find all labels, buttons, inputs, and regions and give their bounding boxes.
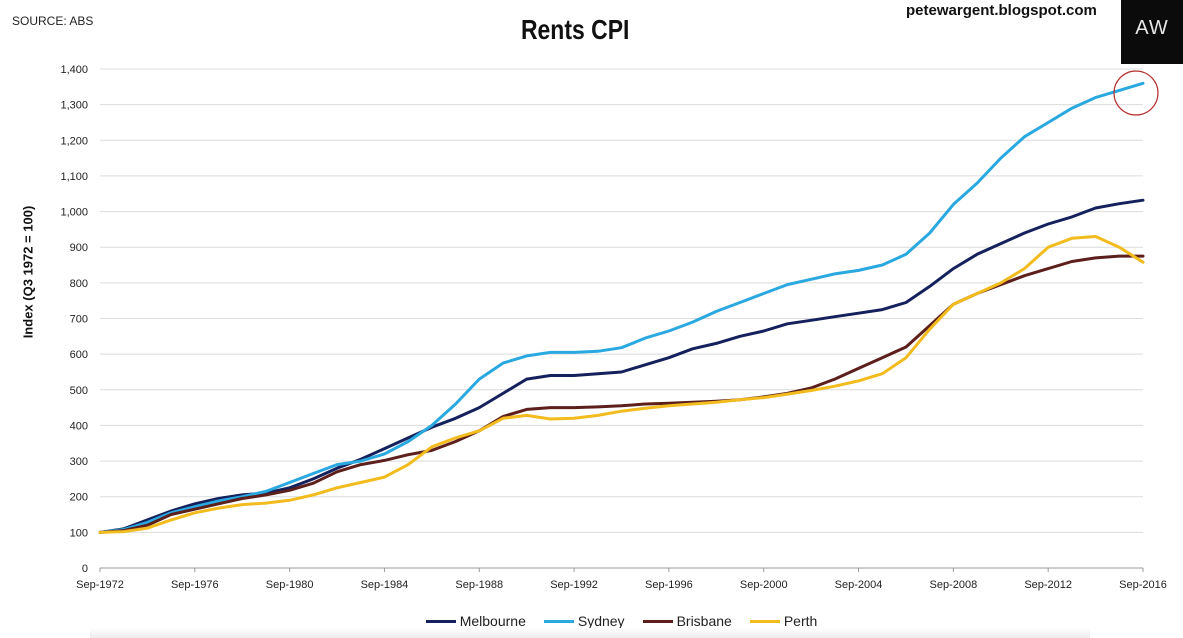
legend: Melbourne Sydney Brisbane Perth xyxy=(0,613,1183,629)
legend-swatch xyxy=(749,619,780,623)
bottom-shadow xyxy=(90,628,1090,638)
x-tick-label: Sep-2004 xyxy=(835,579,883,591)
x-tick-label: Sep-1988 xyxy=(455,579,503,591)
series-line-perth xyxy=(98,235,1145,534)
gridlines xyxy=(100,68,1143,569)
y-tick-label: 0 xyxy=(82,563,88,575)
y-tick-label: 600 xyxy=(70,349,88,361)
x-tick-label: Sep-2008 xyxy=(930,579,978,591)
blog-url: petewargent.blogspot.com xyxy=(906,2,1097,19)
legend-label: Melbourne xyxy=(459,613,526,629)
y-tick-label: 100 xyxy=(70,527,88,539)
series-line-melbourne xyxy=(98,198,1145,534)
legend-item-sydney: Sydney xyxy=(543,613,625,629)
y-tick-label: 1,400 xyxy=(60,64,88,76)
y-axis-label: Index (Q3 1972 = 100) xyxy=(20,205,36,339)
series-line-brisbane xyxy=(98,254,1145,534)
y-tick-label: 700 xyxy=(70,314,88,326)
x-tick-label: Sep-2016 xyxy=(1119,579,1167,591)
x-tick-label: Sep-1980 xyxy=(266,579,314,591)
legend-swatch xyxy=(642,619,673,623)
legend-label: Brisbane xyxy=(676,613,732,629)
legend-item-melbourne: Melbourne xyxy=(425,613,526,629)
source-note: SOURCE: ABS xyxy=(12,14,94,28)
y-tick-label: 800 xyxy=(70,278,88,290)
y-tick-label: 1,300 xyxy=(60,100,88,112)
legend-swatch xyxy=(425,619,456,623)
legend-swatch xyxy=(543,619,574,623)
x-tick-label: Sep-2000 xyxy=(740,579,788,591)
x-tick-label: Sep-2012 xyxy=(1024,579,1072,591)
legend-label: Sydney xyxy=(577,613,625,629)
x-tick-label: Sep-1996 xyxy=(645,579,693,591)
x-tick-label: Sep-1972 xyxy=(76,579,124,591)
x-tick-labels: Sep-1972 Sep-1976 Sep-1980 Sep-1984 Sep-1988… xyxy=(76,568,1167,591)
series-lines xyxy=(98,81,1145,534)
legend-item-perth: Perth xyxy=(749,613,818,629)
x-tick-label: Sep-1976 xyxy=(171,579,219,591)
y-tick-label: 900 xyxy=(70,242,88,254)
x-tick-label: Sep-1984 xyxy=(361,579,409,591)
legend-item-brisbane: Brisbane xyxy=(642,613,732,629)
x-tick-label: Sep-1992 xyxy=(550,579,598,591)
aw-logo-text: AW xyxy=(1135,17,1169,39)
legend-label: Perth xyxy=(783,613,818,629)
series-line-sydney xyxy=(98,81,1145,534)
highlight-circle xyxy=(1113,70,1159,116)
y-tick-label: 400 xyxy=(70,420,88,432)
y-tick-label: 1,000 xyxy=(60,207,88,219)
y-tick-label: 300 xyxy=(70,456,88,468)
y-tick-labels: 0 100 200 300 400 500 600 700 800 900 1,000 1,100 1,… xyxy=(60,64,88,575)
y-tick-label: 1,100 xyxy=(60,171,88,183)
chart-title: Rents CPI xyxy=(520,14,630,45)
y-tick-label: 500 xyxy=(70,385,88,397)
y-tick-label: 200 xyxy=(70,492,88,504)
aw-logo: AW xyxy=(1121,0,1183,64)
y-tick-label: 1,200 xyxy=(60,135,88,147)
